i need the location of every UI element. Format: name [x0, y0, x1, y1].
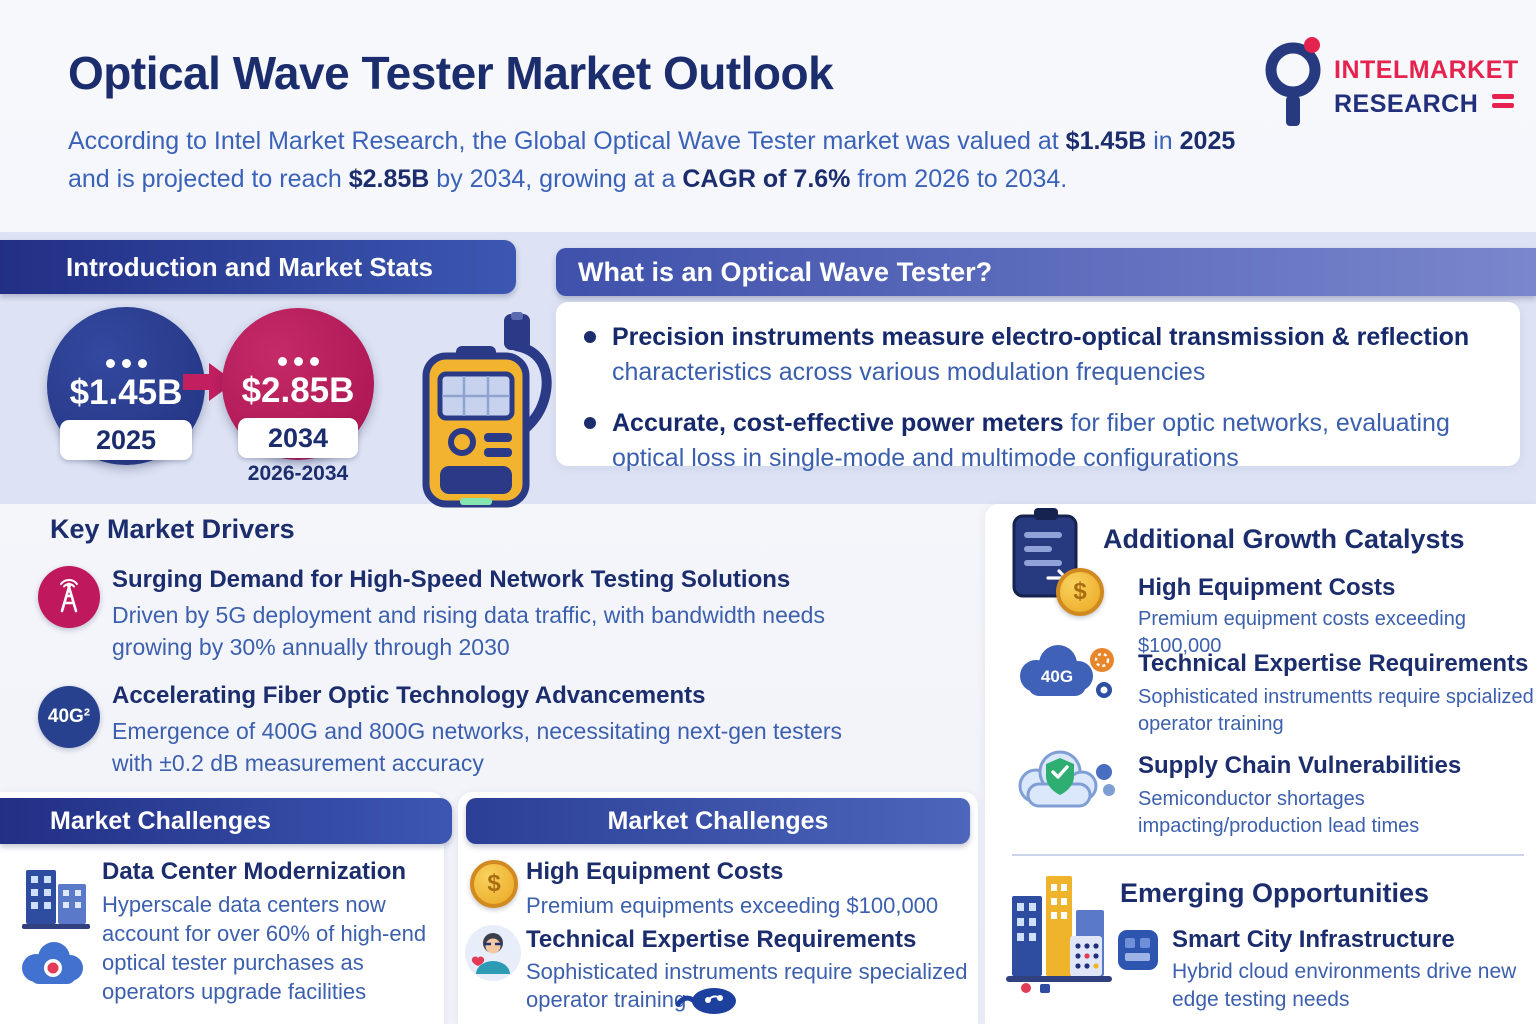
catalyst-2-title: Technical Expertise Requirements: [1138, 650, 1529, 677]
challenge-center-1-title: High Equipment Costs: [526, 858, 784, 885]
company-logo-bulb-icon: [1265, 37, 1321, 126]
subtitle-value-2025: $1.45B: [1065, 127, 1147, 155]
year-2025-chip: 2025: [60, 420, 192, 460]
signal-tower-icon: [38, 566, 100, 628]
intro-banner-label: Introduction and Market Stats: [66, 251, 433, 282]
dots-decoration: [277, 357, 319, 366]
challenges-center-banner-label: Market Challenges: [607, 806, 829, 835]
section-divider: [1012, 854, 1524, 856]
catalyst-1-title: High Equipment Costs: [1138, 574, 1396, 601]
growth-catalysts-title: Additional Growth Catalysts: [1103, 524, 1465, 554]
subtitle-seg: in: [1146, 127, 1180, 155]
challenge-left-1-title: Data Center Modernization: [102, 858, 407, 885]
data-center-buildings-icon: [22, 870, 90, 929]
page-title: Optical Wave Tester Market Outlook: [68, 47, 834, 99]
optical-tester-device-illustration: [422, 312, 552, 508]
cloud-40g-label: 40G: [1041, 667, 1073, 686]
bullet-dot-icon: [584, 417, 596, 429]
subtitle-year-2025: 2025: [1179, 127, 1236, 155]
what-is-bullet-2: Accurate, cost-effective power meters fo…: [584, 406, 1492, 476]
40g-badge-label: 40G²: [47, 706, 91, 727]
40g-badge-icon: 40G²: [38, 686, 100, 748]
logo-text-line2: RESEARCH: [1334, 90, 1479, 118]
bullet-bold: Accurate, cost-effective power meters: [612, 409, 1064, 437]
cloud-shield-check-icon: [1018, 750, 1115, 808]
driver-2-desc: Emergence of 400G and 800G networks, nec…: [112, 718, 843, 776]
driver-2-title: Accelerating Fiber Optic Technology Adva…: [112, 682, 706, 709]
what-is-title: What is an Optical Wave Tester?: [578, 256, 993, 287]
driver-1-desc: Driven by 5G deployment and rising data …: [112, 602, 825, 660]
technician-person-icon: [465, 925, 521, 981]
challenges-left-banner-label: Market Challenges: [50, 806, 271, 835]
what-is-card: Precision instruments measure electro-op…: [556, 302, 1520, 472]
smart-device-icon: [1118, 930, 1158, 970]
market-value-2025: $1.45B: [69, 373, 183, 412]
challenge-center-1-desc: Premium equipments exceeding $100,000: [526, 893, 939, 918]
market-value-2034: $2.85B: [241, 371, 355, 410]
logo-text-line1: INTELMARKET: [1334, 56, 1519, 84]
intro-section-banner: Introduction and Market Stats: [0, 240, 516, 294]
subtitle-seg: from 2026 to 2034.: [850, 165, 1068, 193]
page-subtitle: According to Intel Market Research, the …: [68, 122, 1258, 198]
coin-dollar-icon: $: [1056, 568, 1104, 616]
cloud-40g-gear-icon: 40G: [1020, 645, 1114, 698]
dollar-glyph: $: [1073, 578, 1087, 605]
challenge-center-2-desc: Sophisticated instruments require specia…: [526, 959, 968, 1012]
catalyst-2-desc: Sophisticated instrumentts require spcia…: [1138, 686, 1534, 735]
dots-decoration: [105, 359, 147, 368]
subtitle-cagr: CAGR of 7.6%: [682, 165, 851, 193]
subtitle-seg: by 2034, growing at a: [429, 165, 683, 193]
subtitle-value-2034: $2.85B: [348, 165, 430, 193]
emerging-1-title: Smart City Infrastructure: [1172, 926, 1455, 953]
subtitle-seg: and is projected to reach: [68, 165, 349, 193]
cloud-sync-icon: [22, 942, 83, 984]
logo-flag-icon: [1492, 94, 1514, 112]
challenges-left-banner: Market Challenges: [0, 798, 452, 844]
challenge-left-1-desc: Hyperscale data centers now account for …: [102, 892, 427, 1004]
catalyst-3-title: Supply Chain Vulnerabilities: [1138, 752, 1462, 779]
emerging-1-desc: Hybrid cloud environments drive new edge…: [1172, 960, 1517, 1011]
challenges-center-banner: Market Challenges: [466, 798, 970, 844]
driver-item-1: Surging Demand for High-Speed Network Te…: [112, 566, 902, 663]
driver-item-2: Accelerating Fiber Optic Technology Adva…: [112, 682, 882, 779]
coin-dollar-icon: $: [470, 860, 518, 908]
bullet-dot-icon: [584, 331, 596, 343]
plug-tool-icon: [675, 988, 736, 1014]
dollar-glyph: $: [487, 870, 501, 897]
catalyst-3-desc: Semiconductor shortages impacting/produc…: [1138, 788, 1420, 837]
forecast-period-label: 2026-2034: [247, 462, 349, 485]
emerging-title: Emerging Opportunities: [1120, 878, 1430, 908]
bullet-bold: Precision instruments measure electro-op…: [612, 323, 1470, 351]
key-drivers-title: Key Market Drivers: [50, 514, 295, 544]
what-is-bullet-1: Precision instruments measure electro-op…: [584, 320, 1492, 390]
bullet-normal: for fiber optic networks, evaluating opt…: [612, 409, 1450, 472]
year-2034-chip: 2034: [238, 418, 358, 458]
subtitle-seg: According to Intel Market Research, the …: [68, 127, 1066, 155]
catalyst-1-desc: Premium equipment costs exceeding $100,0…: [1138, 608, 1466, 657]
challenge-center-2-title: Technical Expertise Requirements: [526, 926, 917, 953]
driver-1-title: Surging Demand for High-Speed Network Te…: [112, 566, 791, 593]
what-is-section-banner: What is an Optical Wave Tester?: [556, 248, 1536, 296]
smart-city-buildings-icon: [1006, 876, 1112, 993]
bullet-normal: characteristics across various modulatio…: [612, 358, 1206, 386]
